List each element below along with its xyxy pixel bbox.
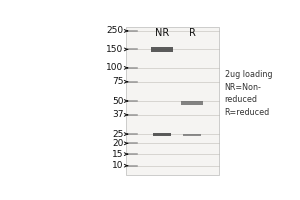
- Bar: [126, 27, 219, 175]
- Text: NR: NR: [155, 28, 169, 38]
- Bar: [181, 101, 203, 105]
- Bar: [183, 134, 201, 136]
- Text: 2ug loading
NR=Non-
reduced
R=reduced: 2ug loading NR=Non- reduced R=reduced: [225, 70, 272, 117]
- Text: 50: 50: [112, 97, 124, 106]
- Text: 20: 20: [112, 139, 124, 148]
- Text: 15: 15: [112, 150, 124, 159]
- Bar: [151, 47, 173, 52]
- Text: 75: 75: [112, 77, 124, 86]
- Bar: [153, 133, 171, 136]
- Text: 250: 250: [106, 26, 124, 35]
- Text: 100: 100: [106, 63, 124, 72]
- Text: 37: 37: [112, 110, 124, 119]
- Text: R: R: [189, 28, 196, 38]
- Text: 25: 25: [112, 130, 124, 139]
- Text: 150: 150: [106, 45, 124, 54]
- Text: 10: 10: [112, 161, 124, 170]
